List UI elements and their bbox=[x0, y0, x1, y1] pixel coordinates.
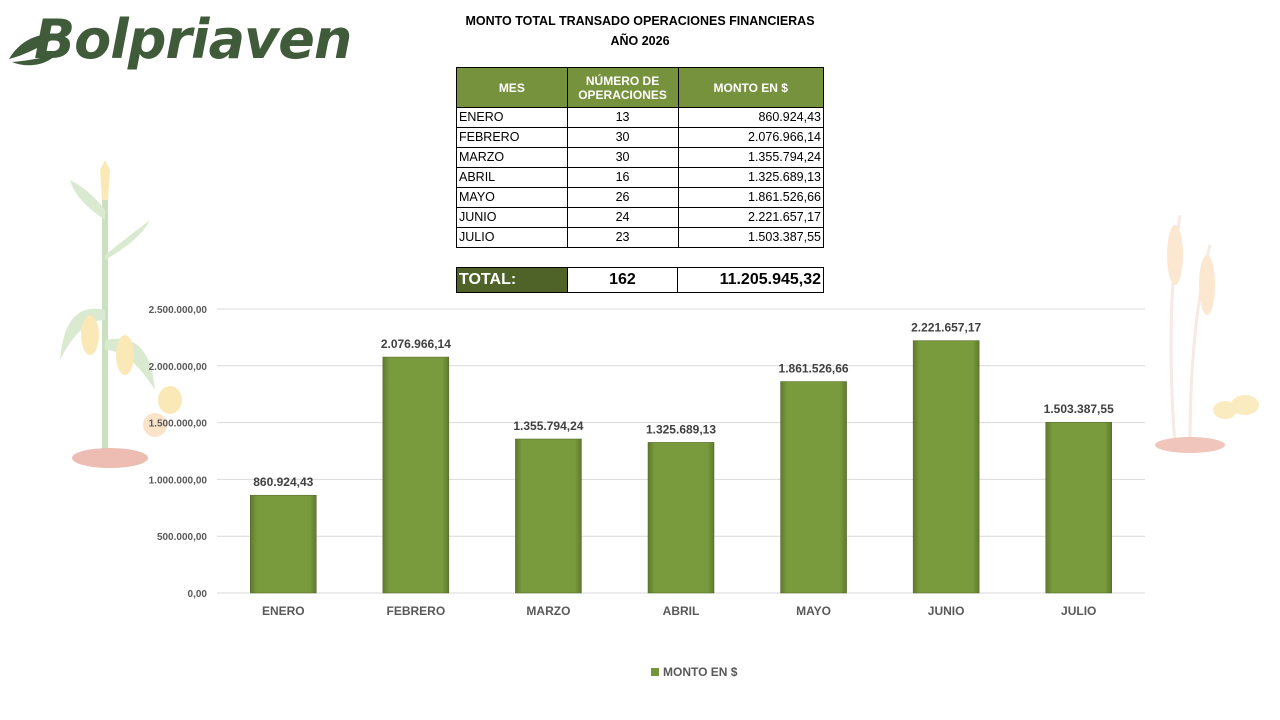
cell-ops: 23 bbox=[566, 227, 679, 248]
total-monto: 11.205.945,32 bbox=[677, 267, 824, 293]
title-line-2: AÑO 2026 bbox=[610, 34, 670, 48]
bar bbox=[382, 356, 450, 594]
total-table: TOTAL: 162 11.205.945,32 bbox=[456, 267, 824, 293]
data-label: 1.325.689,13 bbox=[646, 422, 716, 436]
bar bbox=[780, 381, 847, 594]
x-tick-label: MARZO bbox=[526, 604, 570, 618]
operations-table: MES NÚMERO DE OPERACIONES MONTO EN $ ENE… bbox=[456, 67, 824, 248]
cell-mes: ENERO bbox=[456, 107, 568, 128]
chart-legend: MONTO EN $ bbox=[651, 665, 737, 679]
x-tick-label: MAYO bbox=[796, 604, 831, 618]
cell-mes: MARZO bbox=[456, 147, 568, 168]
bar bbox=[647, 442, 715, 594]
cell-ops: 30 bbox=[566, 127, 679, 148]
table-row: ENERO 13 860.924,43 bbox=[456, 107, 824, 128]
bar bbox=[515, 438, 582, 594]
bar bbox=[250, 494, 317, 594]
legend-label: MONTO EN $ bbox=[663, 665, 738, 679]
table-row: FEBRERO 30 2.076.966,14 bbox=[456, 127, 824, 148]
cell-mes: JUNIO bbox=[456, 207, 568, 228]
total-row: TOTAL: 162 11.205.945,32 bbox=[456, 267, 824, 293]
page-title: MONTO TOTAL TRANSADO OPERACIONES FINANCI… bbox=[420, 11, 860, 51]
cell-monto: 1.325.689,13 bbox=[677, 167, 824, 188]
y-tick-label: 2.500.000,00 bbox=[149, 305, 208, 316]
corn-plant-illustration bbox=[60, 160, 182, 468]
data-label: 1.861.526,66 bbox=[779, 362, 849, 376]
wheat-illustration bbox=[1155, 214, 1259, 453]
cell-monto: 1.355.794,24 bbox=[677, 147, 824, 168]
data-label: 1.503.387,55 bbox=[1044, 402, 1114, 416]
data-label: 2.221.657,17 bbox=[911, 321, 981, 335]
y-tick-label: 500.000,00 bbox=[157, 532, 207, 543]
table-row: ABRIL 16 1.325.689,13 bbox=[456, 167, 824, 188]
x-tick-label: ENERO bbox=[262, 604, 305, 618]
table-row: MAYO 26 1.861.526,66 bbox=[456, 187, 824, 208]
table-row: JUNIO 24 2.221.657,17 bbox=[456, 207, 824, 228]
cell-ops: 26 bbox=[566, 187, 679, 208]
cell-ops: 30 bbox=[566, 147, 679, 168]
cell-mes: MAYO bbox=[456, 187, 568, 208]
total-label: TOTAL: bbox=[456, 267, 568, 293]
data-label: 2.076.966,14 bbox=[381, 337, 451, 351]
cell-monto: 2.076.966,14 bbox=[677, 127, 824, 148]
data-label: 860.924,43 bbox=[253, 475, 313, 489]
bar bbox=[912, 340, 980, 594]
table-row: MARZO 30 1.355.794,24 bbox=[456, 147, 824, 168]
x-tick-label: FEBRERO bbox=[387, 604, 446, 618]
y-tick-label: 1.500.000,00 bbox=[149, 419, 208, 430]
title-line-1: MONTO TOTAL TRANSADO OPERACIONES FINANCI… bbox=[465, 14, 815, 28]
cell-monto: 1.503.387,55 bbox=[677, 227, 824, 248]
table-row: JULIO 23 1.503.387,55 bbox=[456, 227, 824, 248]
logo-text: Bolpriaven bbox=[34, 8, 352, 71]
header-operaciones: NÚMERO DE OPERACIONES bbox=[566, 67, 679, 108]
leaf-logo-icon bbox=[9, 34, 59, 66]
bar bbox=[1045, 421, 1112, 594]
y-tick-label: 0,00 bbox=[188, 589, 208, 600]
total-ops: 162 bbox=[566, 267, 679, 293]
bolpriaven-logo: Bolpriaven bbox=[4, 6, 352, 86]
cell-mes: FEBRERO bbox=[456, 127, 568, 148]
x-tick-label: ABRIL bbox=[663, 604, 700, 618]
monto-bar-chart: 0,00 500.000,00 1.000.000,00 1.500.000,00 2.… bbox=[149, 305, 1145, 618]
cell-monto: 1.861.526,66 bbox=[677, 187, 824, 208]
cell-ops: 13 bbox=[566, 107, 679, 128]
cell-mes: ABRIL bbox=[456, 167, 568, 188]
header-monto: MONTO EN $ bbox=[677, 67, 824, 108]
x-tick-label: JULIO bbox=[1061, 604, 1096, 618]
x-tick-label: JUNIO bbox=[928, 604, 965, 618]
cell-monto: 860.924,43 bbox=[677, 107, 824, 128]
data-label: 1.355.794,24 bbox=[513, 419, 583, 433]
cell-ops: 24 bbox=[566, 207, 679, 228]
cell-monto: 2.221.657,17 bbox=[677, 207, 824, 228]
table-header-row: MES NÚMERO DE OPERACIONES MONTO EN $ bbox=[456, 67, 824, 108]
legend-swatch bbox=[651, 668, 659, 676]
header-mes: MES bbox=[456, 67, 568, 108]
cell-ops: 16 bbox=[566, 167, 679, 188]
y-tick-label: 2.000.000,00 bbox=[149, 362, 208, 373]
y-tick-label: 1.000.000,00 bbox=[149, 475, 208, 486]
cell-mes: JULIO bbox=[456, 227, 568, 248]
